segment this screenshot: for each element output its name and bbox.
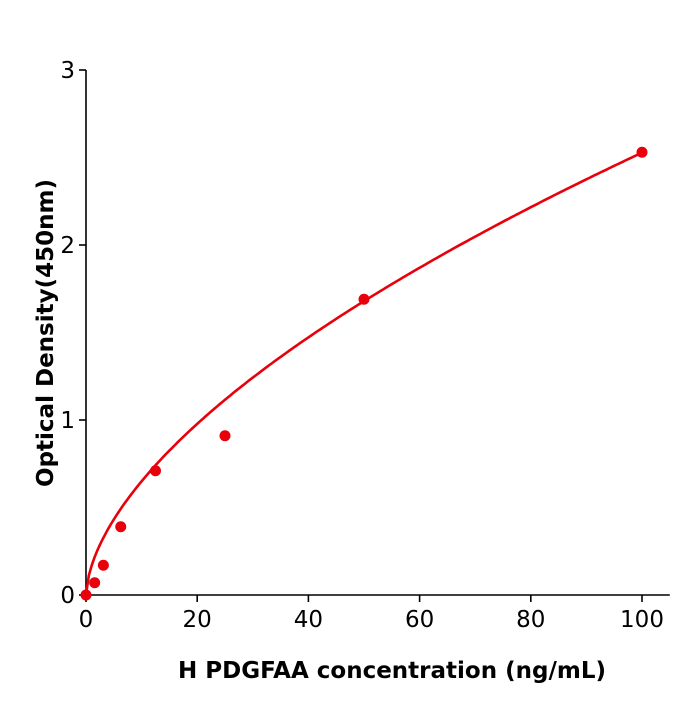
y-tick-label: 2 [60, 233, 75, 259]
y-axis-label: Optical Density(450nm) [33, 179, 59, 487]
data-point [150, 465, 161, 477]
data-point [636, 146, 648, 158]
data-point [219, 430, 231, 442]
axes: 0 20 40 60 80 100 0 1 2 3 [60, 58, 670, 633]
x-tick-label: 80 [516, 607, 545, 633]
y-tick-label: 0 [60, 583, 75, 609]
x-axis-label: H PDGFAA concentration (ng/mL) [178, 658, 606, 684]
fit-curve-layer [84, 151, 643, 596]
data-point [97, 559, 109, 571]
data-point [358, 293, 370, 305]
x-tick-label: 40 [294, 607, 323, 633]
data-points [80, 146, 648, 601]
x-tick-label: 0 [79, 607, 94, 633]
x-tick-label: 20 [183, 607, 212, 633]
x-tick-label: 100 [620, 607, 664, 633]
y-tick-label: 3 [60, 58, 75, 84]
data-point [89, 577, 101, 589]
y-tick-label: 1 [60, 408, 75, 434]
data-point [115, 521, 127, 533]
fit-curve [84, 151, 643, 596]
x-tick-label: 60 [405, 607, 434, 633]
data-point [80, 589, 92, 601]
